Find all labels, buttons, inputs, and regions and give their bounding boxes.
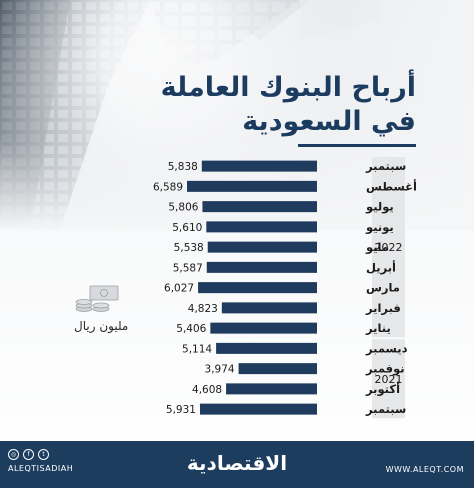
value-label: 4,823 [188,303,218,315]
value-label: 5,806 [168,202,198,214]
bar [201,160,317,172]
category-label: ديسمبر [365,341,408,355]
facebook-icon[interactable]: f [23,449,34,460]
year-label: 2022 [375,241,403,254]
category-label: سبتمبر [365,402,406,416]
category-label: أبريل [366,259,396,274]
chart-title-line-2: في السعودية [242,106,416,137]
social-handle[interactable]: ALEQTISADIAH [8,464,74,473]
year-label: 2021 [375,373,403,386]
bar [187,180,317,192]
category-label: مارس [366,281,400,295]
category-label: فبراير [365,301,401,315]
category-label: نوفمبر [365,362,405,377]
category-label: أكتوبر [365,381,400,397]
website-link[interactable]: WWW.ALEQT.COM [385,465,464,474]
publisher-logo: الاقتصادية [186,451,288,475]
coins-icon [75,285,119,312]
bar [206,261,317,273]
twitter-icon[interactable]: t [38,449,49,460]
bar [238,363,317,375]
category-label: يونيو [365,220,394,235]
value-label: 5,114 [182,343,212,355]
value-label: 5,587 [173,262,203,274]
footer-bar: ◎ f t ALEQTISADIAH الاقتصادية WWW.ALEQT.… [0,441,474,488]
bar [202,201,317,213]
profits-bar-chart: 2022 2021 5,838 سبتمبر 6,589 أغسطس 5,806 يوليو 5… [153,157,417,419]
unit-label: مليون ريال [74,319,129,333]
bar [198,282,317,294]
value-label: 5,931 [166,404,196,416]
value-label: 5,838 [168,161,198,173]
value-label: 5,538 [174,242,204,254]
instagram-icon[interactable]: ◎ [8,449,19,460]
year-panel-2021 [372,339,405,419]
bar [221,302,317,314]
value-label: 3,974 [205,364,235,376]
bar [210,322,317,334]
year-panel-2022 [372,157,405,338]
chart-title-line-1: أرباح البنوك العاملة [160,72,416,103]
value-label: 5,406 [176,323,206,335]
bar [226,383,317,395]
category-label: يوليو [365,200,394,215]
category-label: سبتمبر [365,159,406,173]
social-block: ◎ f t ALEQTISADIAH [8,449,73,473]
value-label: 5,610 [172,222,202,234]
value-label: 4,608 [192,384,222,396]
category-label: مايو [365,240,389,255]
value-label: 6,027 [164,283,194,295]
category-label: أغسطس [366,178,417,193]
bar [199,403,317,415]
bar [216,342,317,354]
bar [206,221,317,233]
category-label: يناير [365,321,391,335]
bar [207,241,317,253]
value-label: 6,589 [153,181,183,193]
title-underline [298,144,416,147]
